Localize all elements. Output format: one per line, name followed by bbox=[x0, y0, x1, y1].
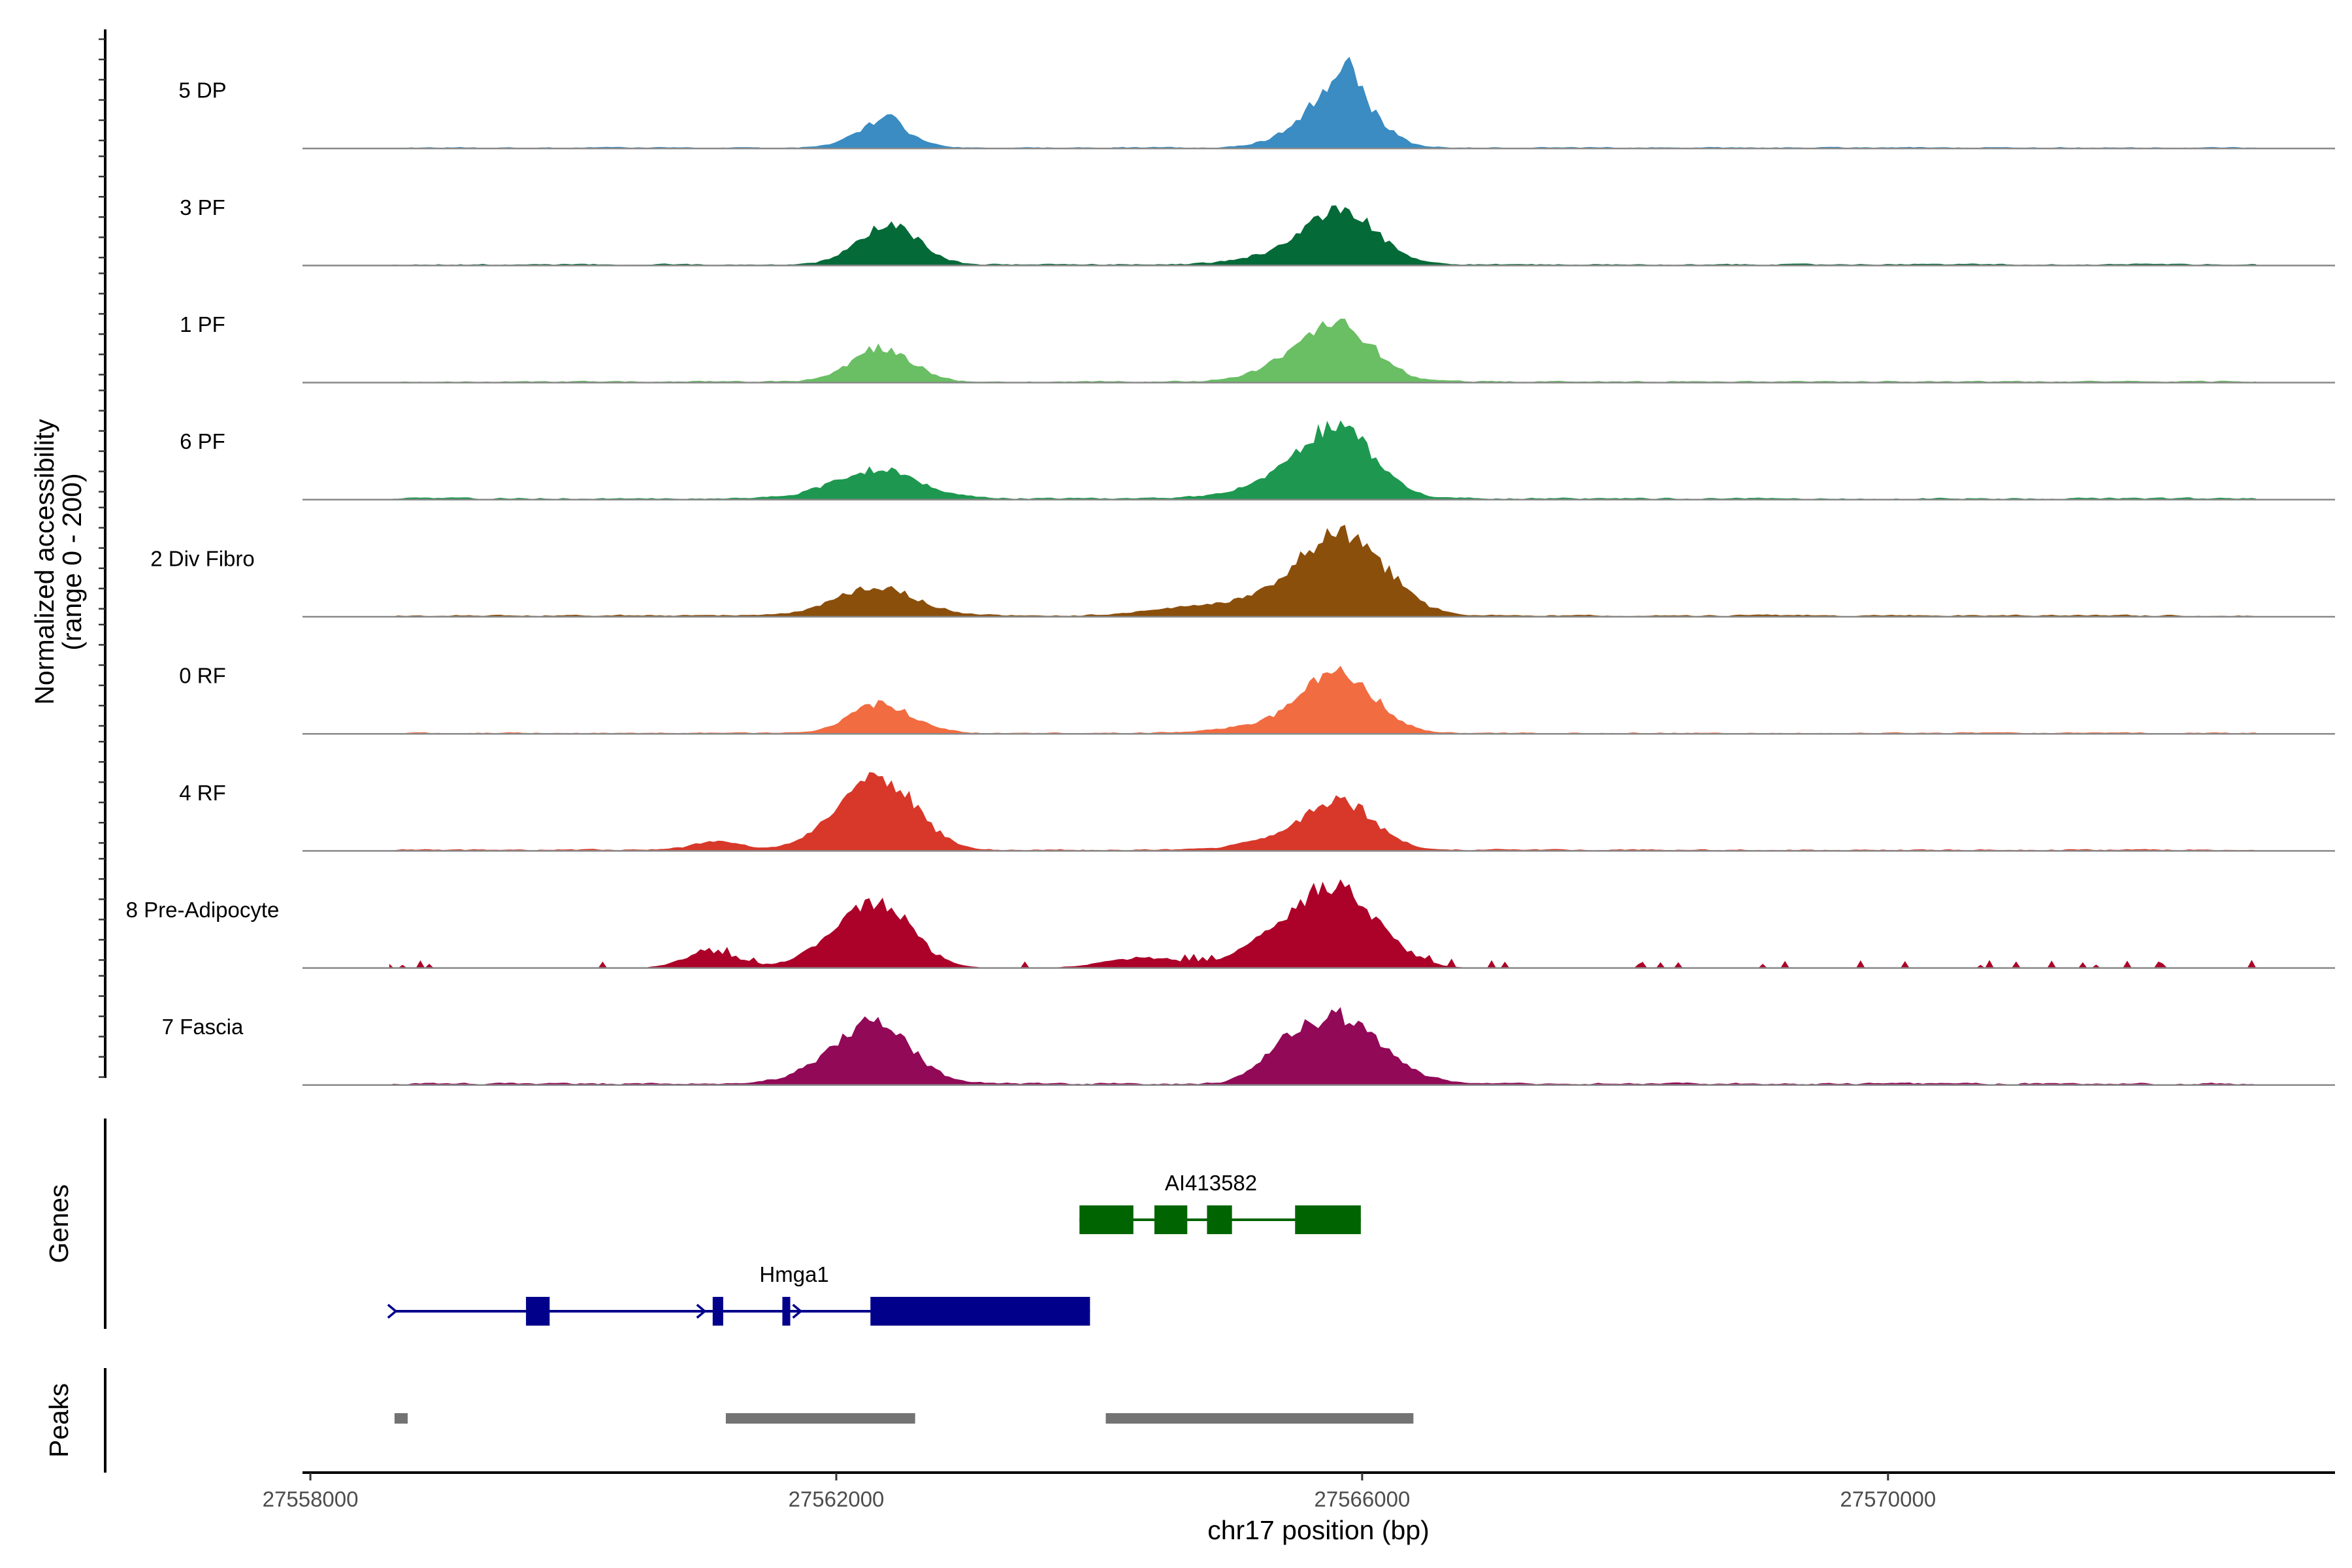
exon-ai413582 bbox=[1295, 1205, 1361, 1234]
y-axis-label-line1: Normalized accessibility bbox=[29, 419, 59, 705]
x-tick-label: 27558000 bbox=[263, 1487, 359, 1511]
track-label: 5 DP bbox=[178, 78, 226, 103]
peaks-panel bbox=[394, 1413, 1414, 1424]
coverage-area-5-dp bbox=[389, 56, 2257, 149]
y-axis-label-line2: (range 0 - 200) bbox=[57, 473, 87, 650]
strand-arrow bbox=[696, 1303, 707, 1319]
x-axis-title: chr17 position (bp) bbox=[1207, 1515, 1429, 1545]
track-label: 1 PF bbox=[180, 312, 225, 336]
coverage-area-6-pf bbox=[389, 420, 2257, 500]
track-label: 4 RF bbox=[179, 781, 226, 805]
genes-panel: AI413582 Hmga1 bbox=[387, 1171, 1361, 1326]
strand-arrow bbox=[792, 1303, 803, 1319]
peak-region bbox=[394, 1413, 408, 1424]
strand-arrow bbox=[387, 1303, 398, 1319]
exon-ai413582 bbox=[1079, 1205, 1134, 1234]
exon-hmga1 bbox=[782, 1297, 791, 1326]
exon-hmga1 bbox=[712, 1297, 723, 1326]
gene-label-ai413582: AI413582 bbox=[1165, 1171, 1257, 1195]
gene-label-hmga1: Hmga1 bbox=[759, 1262, 828, 1286]
coverage-area-8-pre-adipocyte bbox=[389, 879, 2257, 968]
coverage-axis-ticks bbox=[99, 38, 105, 1078]
x-tick-label: 27566000 bbox=[1314, 1487, 1410, 1511]
x-tick-label: 27562000 bbox=[789, 1487, 885, 1511]
x-tick-label: 27570000 bbox=[1840, 1487, 1936, 1511]
coverage-area-7-fascia bbox=[389, 1007, 2257, 1085]
track-label: 0 RF bbox=[179, 664, 226, 688]
coverage-area-3-pf bbox=[389, 205, 2257, 266]
coverage-area-4-rf bbox=[389, 772, 2257, 851]
peak-region bbox=[725, 1413, 915, 1424]
peak-region bbox=[1105, 1413, 1414, 1424]
x-axis-ticks: 27558000 27562000 27566000 27570000 bbox=[263, 1473, 1936, 1511]
coverage-area-0-rf bbox=[389, 666, 2257, 734]
track-label: 6 PF bbox=[180, 429, 225, 453]
coverage-area-2-div-fibro bbox=[389, 525, 2257, 617]
track-label: 3 PF bbox=[180, 195, 225, 220]
exon-hmga1 bbox=[526, 1297, 550, 1326]
track-label: 7 Fascia bbox=[162, 1015, 244, 1039]
track-label: 2 Div Fibro bbox=[150, 546, 255, 570]
exon-ai413582 bbox=[1207, 1205, 1232, 1234]
coverage-tracks: 5 DP 3 PF 1 PF 6 PF 2 Div Fibro 0 RF 4 RF 8 Pre… bbox=[126, 56, 2335, 1086]
exon-hmga1 bbox=[870, 1297, 1090, 1326]
coverage-area-1-pf bbox=[389, 318, 2257, 383]
track-label: 8 Pre-Adipocyte bbox=[126, 898, 280, 922]
genes-panel-label: Genes bbox=[44, 1184, 74, 1264]
exon-ai413582 bbox=[1154, 1205, 1188, 1234]
peaks-panel-label: Peaks bbox=[44, 1383, 74, 1458]
